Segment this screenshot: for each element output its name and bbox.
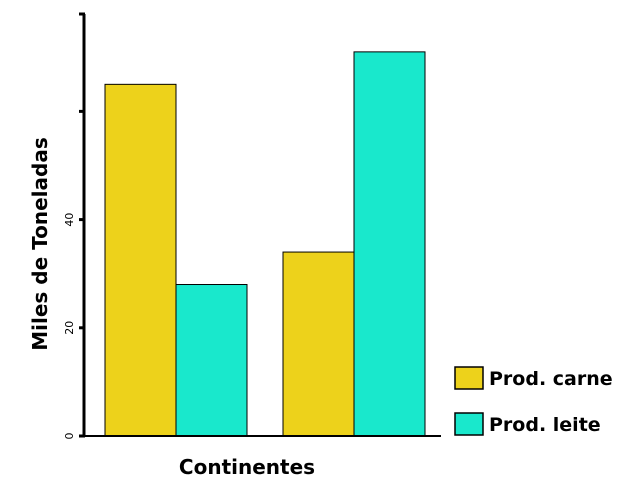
y-tick-label: 20 — [63, 321, 76, 335]
bars-group — [104, 51, 426, 437]
legend-label-prod-carne: Prod. carne — [489, 368, 613, 390]
y-axis-title: Miles de Toneladas — [28, 137, 52, 351]
bar-prod-leite-2 — [353, 51, 426, 437]
legend: Prod. carne Prod. leite — [454, 366, 613, 436]
bar-prod-carne-1 — [104, 83, 177, 437]
y-tick-label: 40 — [63, 213, 76, 227]
bar-prod-leite-1 — [175, 284, 248, 437]
y-tick-label: 0 — [63, 433, 76, 440]
bar-prod-carne-2 — [282, 251, 355, 437]
legend-label-prod-leite: Prod. leite — [489, 414, 601, 436]
legend-swatch-prod-leite — [454, 412, 484, 436]
x-axis-title: Continentes — [179, 455, 315, 479]
y-ticks-group: 0 20 40 — [63, 12, 85, 440]
legend-swatch-prod-carne — [454, 366, 484, 390]
